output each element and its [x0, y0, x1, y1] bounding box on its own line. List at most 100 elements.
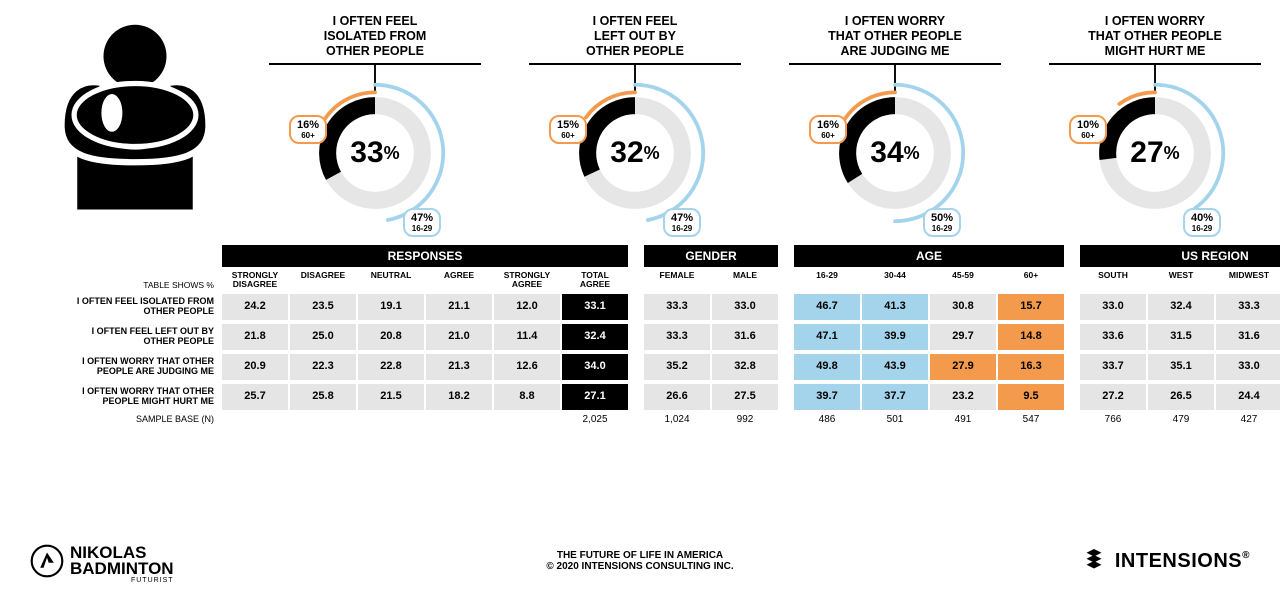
pill-older: 16%60+: [289, 115, 327, 144]
cell: 8.8: [494, 384, 560, 410]
cell: 47.1: [794, 324, 860, 350]
cell: 21.3: [426, 354, 492, 380]
gauge-3: I OFTEN WORRY THAT OTHER PEOPLE MIGHT HU…: [1030, 10, 1280, 243]
cell: 12.6: [494, 354, 560, 380]
group-age: AGE: [794, 245, 1064, 267]
cell: 16.3: [998, 354, 1064, 380]
cell: 18.2: [426, 384, 492, 410]
cell: 27.9: [930, 354, 996, 380]
cell: 35.1: [1148, 354, 1214, 380]
gauge-0: I OFTEN FEEL ISOLATED FROM OTHER PEOPLE …: [250, 10, 500, 243]
cell: 25.8: [290, 384, 356, 410]
cell: 25.7: [222, 384, 288, 410]
cell: 21.5: [358, 384, 424, 410]
cell: 9.5: [998, 384, 1064, 410]
cell: 33.0: [1080, 294, 1146, 320]
cell: 29.7: [930, 324, 996, 350]
sample-value: 2,025: [562, 414, 628, 425]
cell: 39.7: [794, 384, 860, 410]
cell: 26.5: [1148, 384, 1214, 410]
sample-value: 1,024: [644, 414, 710, 425]
cell: 23.2: [930, 384, 996, 410]
gauge-title: I OFTEN WORRY THAT OTHER PEOPLE ARE JUDG…: [789, 10, 1002, 65]
cell: 43.9: [862, 354, 928, 380]
sample-value: 427: [1216, 414, 1280, 425]
cell: 23.5: [290, 294, 356, 320]
sample-value: 766: [1080, 414, 1146, 425]
cell: 32.8: [712, 354, 778, 380]
sad-person-icon: [30, 10, 240, 220]
gauges-row: I OFTEN FEEL ISOLATED FROM OTHER PEOPLE …: [250, 10, 1280, 243]
cell: 30.8: [930, 294, 996, 320]
gauge-chart: 27% 10%60+ 40%16-29: [1065, 63, 1245, 243]
sample-label: SAMPLE BASE (N): [30, 414, 220, 425]
cell: 33.7: [1080, 354, 1146, 380]
cell: 39.9: [862, 324, 928, 350]
cell: 22.3: [290, 354, 356, 380]
cell: 33.0: [1216, 354, 1280, 380]
sample-value: 547: [998, 414, 1064, 425]
cell: 27.1: [562, 384, 628, 410]
col-header: SOUTH: [1080, 269, 1146, 290]
logo-intensions: INTENSIONS®: [1079, 546, 1250, 576]
cell: 31.5: [1148, 324, 1214, 350]
footer-center: THE FUTURE OF LIFE IN AMERICA © 2020 INT…: [546, 550, 733, 572]
col-header: NEUTRAL: [358, 269, 424, 290]
gauge-chart: 33% 16%60+ 47%16-29: [285, 63, 465, 243]
logo-left-line2: BADMINTONFUTURIST: [70, 561, 174, 577]
col-header: STRONGLY DISAGREE: [222, 269, 288, 290]
cell: 11.4: [494, 324, 560, 350]
pill-older: 16%60+: [809, 115, 847, 144]
cell: 26.6: [644, 384, 710, 410]
table-corner-label: TABLE SHOWS %: [30, 280, 220, 290]
col-header: 45-59: [930, 269, 996, 290]
gauge-title: I OFTEN WORRY THAT OTHER PEOPLE MIGHT HU…: [1049, 10, 1262, 65]
cell: 37.7: [862, 384, 928, 410]
cell: 35.2: [644, 354, 710, 380]
col-header: WEST: [1148, 269, 1214, 290]
sample-value: 479: [1148, 414, 1214, 425]
pill-younger: 47%16-29: [403, 208, 441, 237]
cell: 34.0: [562, 354, 628, 380]
cell: 20.9: [222, 354, 288, 380]
gauge-title: I OFTEN FEEL LEFT OUT BY OTHER PEOPLE: [529, 10, 742, 65]
sample-value: 501: [862, 414, 928, 425]
cell: 41.3: [862, 294, 928, 320]
cell: 49.8: [794, 354, 860, 380]
pill-younger: 50%16-29: [923, 208, 961, 237]
col-header: TOTAL AGREE: [562, 269, 628, 290]
gauge-1: I OFTEN FEEL LEFT OUT BY OTHER PEOPLE 32…: [510, 10, 760, 243]
sample-value: [494, 414, 560, 425]
group-gender: GENDER: [644, 245, 778, 267]
col-header: FEMALE: [644, 269, 710, 290]
table-row: I OFTEN FEEL LEFT OUT BY OTHER PEOPLE21.…: [30, 324, 1250, 350]
cell: 14.8: [998, 324, 1064, 350]
cell: 32.4: [1148, 294, 1214, 320]
cell: 32.4: [562, 324, 628, 350]
cell: 33.0: [712, 294, 778, 320]
col-header: AGREE: [426, 269, 492, 290]
cell: 27.2: [1080, 384, 1146, 410]
row-label: I OFTEN WORRY THAT OTHER PEOPLE MIGHT HU…: [30, 387, 220, 407]
pill-younger: 47%16-29: [663, 208, 701, 237]
col-header: STRONGLY AGREE: [494, 269, 560, 290]
cell: 33.3: [644, 324, 710, 350]
gauge-chart: 34% 16%60+ 50%16-29: [805, 63, 985, 243]
cell: 31.6: [712, 324, 778, 350]
cell: 33.3: [1216, 294, 1280, 320]
cell: 21.8: [222, 324, 288, 350]
footer: NIKOLAS BADMINTONFUTURIST THE FUTURE OF …: [0, 544, 1280, 578]
sample-value: 486: [794, 414, 860, 425]
gauge-2: I OFTEN WORRY THAT OTHER PEOPLE ARE JUDG…: [770, 10, 1020, 243]
col-header: MIDWEST: [1216, 269, 1280, 290]
sample-value: [290, 414, 356, 425]
cell: 21.1: [426, 294, 492, 320]
cell: 25.0: [290, 324, 356, 350]
pill-younger: 40%16-29: [1183, 208, 1221, 237]
sample-value: [358, 414, 424, 425]
cell: 19.1: [358, 294, 424, 320]
cell: 33.1: [562, 294, 628, 320]
sample-value: 491: [930, 414, 996, 425]
sample-value: [222, 414, 288, 425]
table-row: I OFTEN WORRY THAT OTHER PEOPLE ARE JUDG…: [30, 354, 1250, 380]
